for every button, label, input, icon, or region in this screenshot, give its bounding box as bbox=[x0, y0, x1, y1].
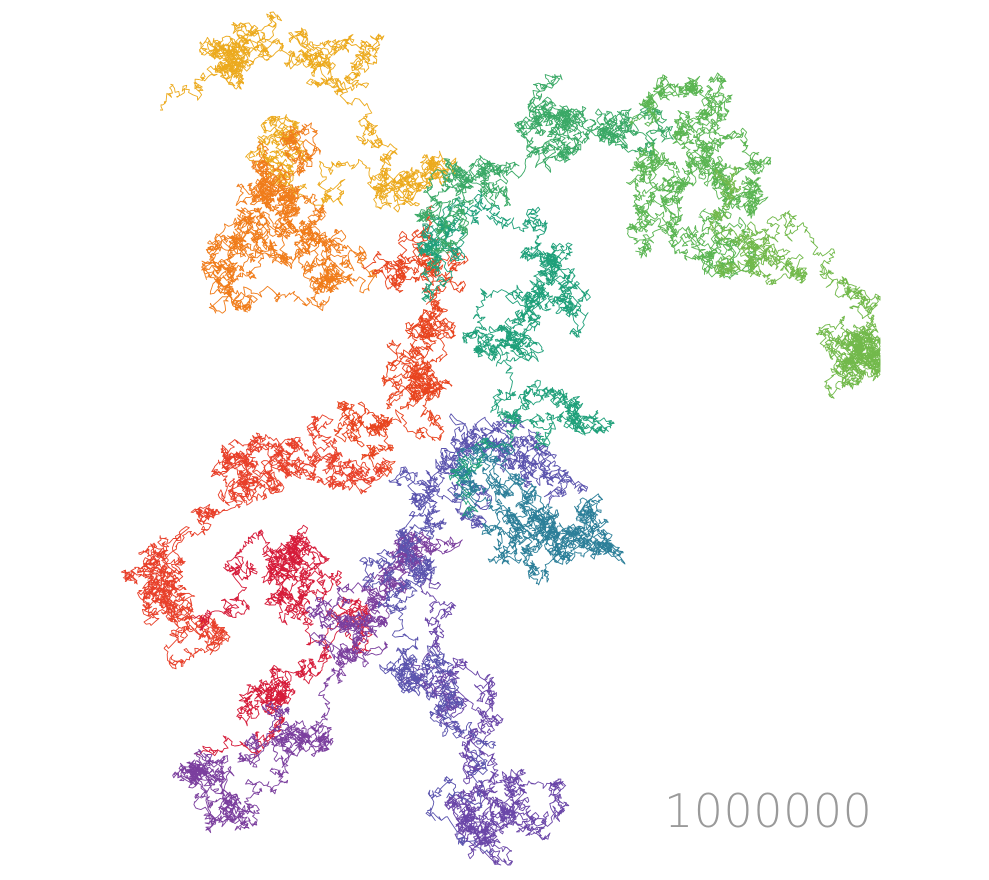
walk-path-segment-10 bbox=[333, 309, 456, 478]
walk-path-segment-13 bbox=[120, 459, 257, 610]
walk-path-segment-37 bbox=[485, 73, 589, 207]
walk-path-segment-24 bbox=[444, 779, 560, 866]
walk-path-segment-22 bbox=[402, 555, 504, 785]
walk-path-segment-9 bbox=[381, 314, 455, 410]
walk-path-segment-19 bbox=[186, 700, 334, 817]
walk-path-segment-11 bbox=[269, 414, 390, 495]
step-counter: 1000000 bbox=[664, 784, 873, 838]
walk-path-segment-32 bbox=[448, 379, 615, 517]
walk-path-segment-15 bbox=[190, 524, 323, 631]
walk-path-segment-12 bbox=[210, 432, 305, 506]
walk-path-segment-16 bbox=[264, 535, 373, 660]
walk-path-segment-18 bbox=[172, 748, 260, 834]
walk-path-segment-14 bbox=[122, 568, 231, 670]
walk-path-segment-39 bbox=[628, 72, 733, 146]
walk-path-segment-7 bbox=[225, 228, 382, 313]
walk-path-segment-5 bbox=[234, 175, 327, 270]
walk-path-segment-45 bbox=[819, 314, 881, 399]
walk-path-segment-35 bbox=[416, 189, 549, 302]
walk-path-segment-31 bbox=[450, 437, 560, 558]
walk-path-segment-41 bbox=[626, 131, 733, 235]
walk-path-segment-0 bbox=[159, 21, 260, 111]
walk-path-segment-2 bbox=[327, 64, 459, 213]
walk-path-segment-4 bbox=[235, 122, 322, 216]
walk-path-segment-20 bbox=[295, 582, 390, 747]
walk-path-segment-23 bbox=[435, 686, 570, 841]
walk-path-segment-40 bbox=[681, 127, 772, 219]
walk-path-segment-34 bbox=[508, 242, 591, 338]
walk-path-segment-36 bbox=[414, 154, 520, 268]
walk-path-segment-44 bbox=[766, 210, 881, 378]
walk-path-segment-6 bbox=[201, 210, 278, 314]
walk-path-segment-1 bbox=[225, 11, 385, 96]
walk-path-segment-38 bbox=[513, 96, 674, 161]
walk-path-segment-43 bbox=[707, 166, 808, 286]
walk-path-segment-26 bbox=[359, 493, 438, 698]
walk-path-segment-25 bbox=[379, 645, 497, 854]
